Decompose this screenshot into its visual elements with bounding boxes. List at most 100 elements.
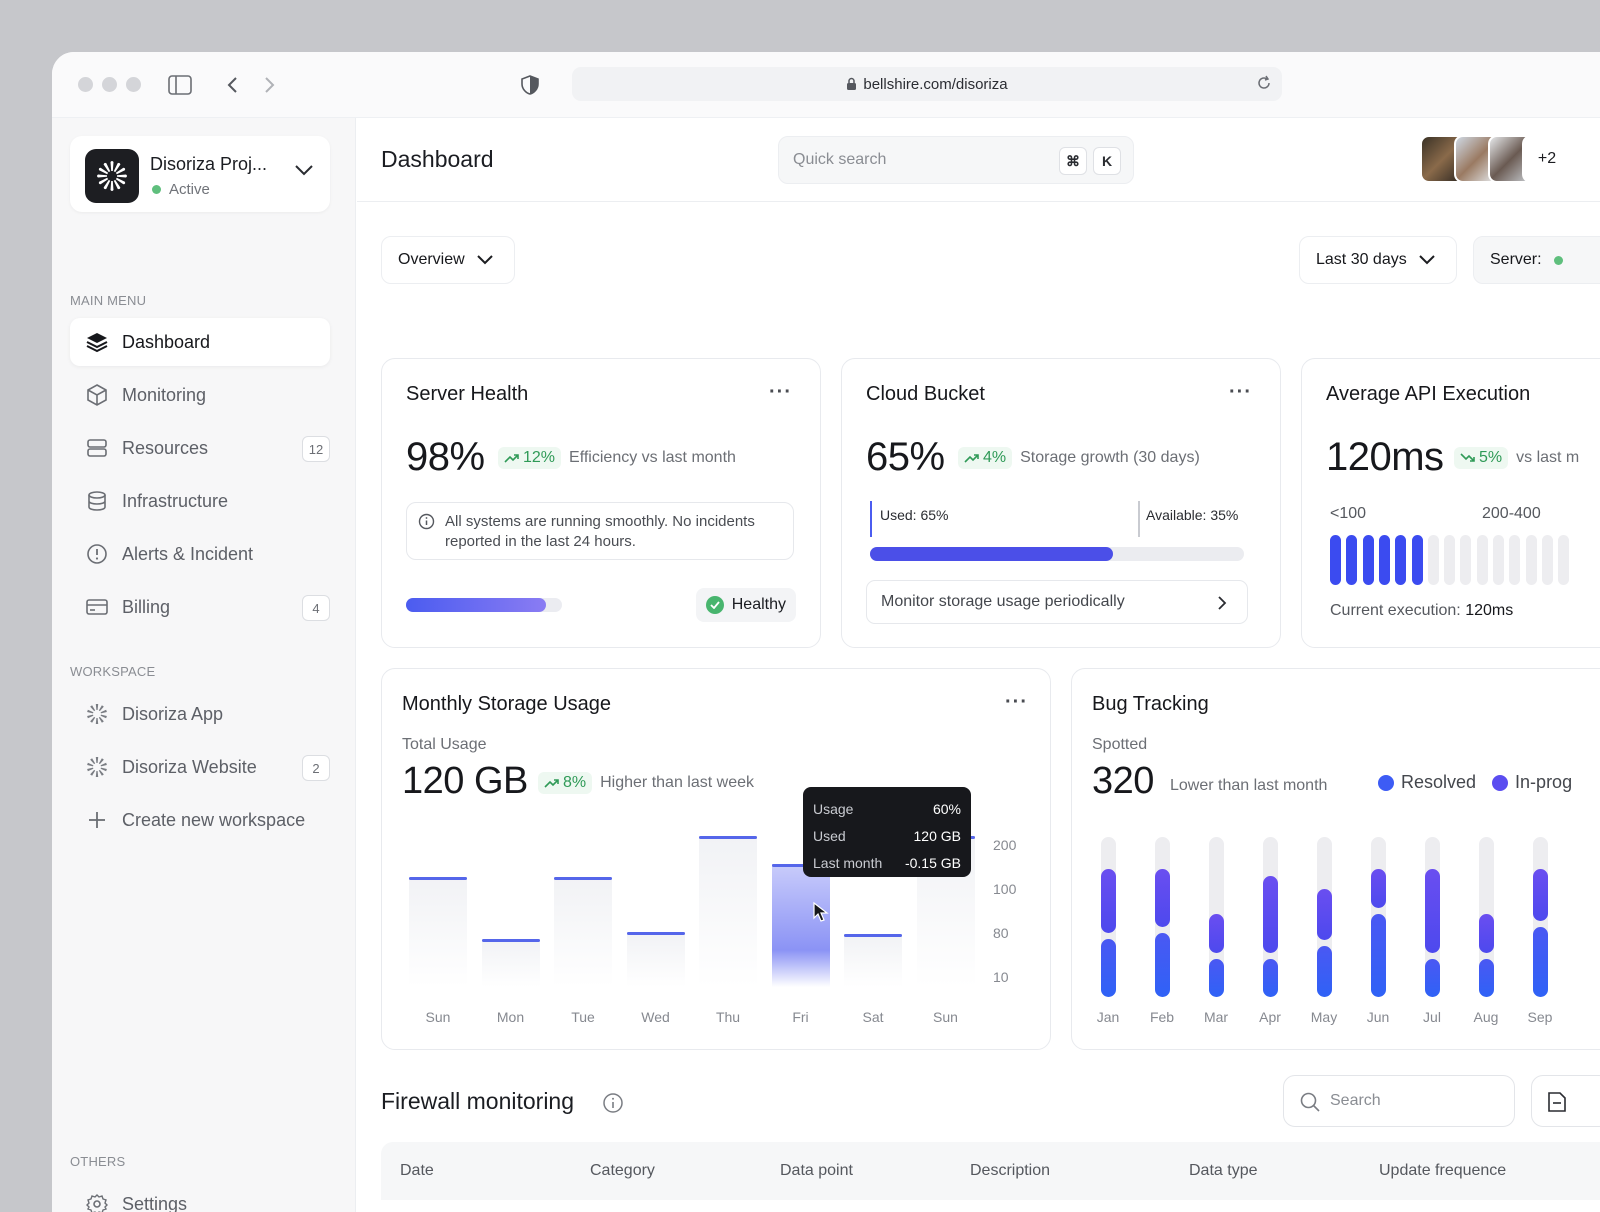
export-button[interactable] bbox=[1531, 1075, 1600, 1127]
bug-bar-in-progress[interactable] bbox=[1155, 869, 1170, 927]
change-text: Lower than last month bbox=[1170, 777, 1327, 795]
execution-tick bbox=[1558, 535, 1569, 585]
bug-bar-in-progress[interactable] bbox=[1371, 869, 1386, 907]
bug-bar-resolved[interactable] bbox=[1263, 959, 1278, 997]
forward-icon[interactable] bbox=[256, 71, 284, 99]
sidebar-item-alerts[interactable]: Alerts & Incident bbox=[70, 530, 330, 578]
chart-bar[interactable] bbox=[844, 934, 902, 987]
sidebar-item-resources[interactable]: Resources 12 bbox=[70, 424, 330, 472]
search-icon bbox=[1300, 1092, 1320, 1112]
bug-bar-in-progress[interactable] bbox=[1101, 869, 1116, 933]
sidebar-item-disoriza-app[interactable]: Disoriza App bbox=[70, 690, 330, 738]
k-key-hint: K bbox=[1093, 147, 1121, 175]
x-tick-label: Mon bbox=[497, 1009, 524, 1025]
column-header[interactable]: Data point bbox=[780, 1162, 853, 1180]
more-options-icon[interactable]: ··· bbox=[769, 381, 792, 404]
bug-bar-in-progress[interactable] bbox=[1317, 889, 1332, 940]
metric-value: 65% bbox=[866, 435, 945, 480]
column-header[interactable]: Data type bbox=[1189, 1162, 1257, 1180]
browser-toolbar: bellshire.com/disoriza bbox=[52, 52, 1600, 118]
sidebar-item-dashboard[interactable]: Dashboard bbox=[70, 318, 330, 366]
y-tick-label: 200 bbox=[993, 837, 1016, 853]
trend-up-icon bbox=[504, 452, 520, 464]
range-low-label: <100 bbox=[1330, 505, 1366, 523]
legend-label: In-prog bbox=[1515, 772, 1572, 793]
bug-bar-resolved[interactable] bbox=[1155, 933, 1170, 997]
bug-bar-resolved[interactable] bbox=[1425, 959, 1440, 997]
sidebar-item-label: Disoriza App bbox=[122, 704, 223, 725]
bug-bar-in-progress[interactable] bbox=[1533, 869, 1548, 920]
bug-bar-resolved[interactable] bbox=[1371, 914, 1386, 997]
window-controls[interactable] bbox=[78, 77, 141, 92]
change-text: vs last m bbox=[1516, 449, 1579, 467]
execution-tick bbox=[1542, 535, 1553, 585]
column-header[interactable]: Description bbox=[970, 1162, 1050, 1180]
column-header[interactable]: Category bbox=[590, 1162, 655, 1180]
chevron-down-icon bbox=[1419, 255, 1435, 265]
chart-bar[interactable] bbox=[699, 836, 757, 987]
bug-bar-in-progress[interactable] bbox=[1479, 914, 1494, 952]
burst-logo-icon bbox=[86, 756, 108, 778]
chart-bar[interactable] bbox=[554, 877, 612, 987]
bug-bar-resolved[interactable] bbox=[1101, 939, 1116, 997]
chart-bar[interactable] bbox=[482, 939, 540, 987]
x-tick-label: Tue bbox=[571, 1009, 595, 1025]
sidebar-item-settings[interactable]: Settings bbox=[70, 1180, 330, 1212]
used-marker bbox=[870, 501, 872, 537]
server-dropdown[interactable]: Server: bbox=[1473, 236, 1600, 284]
bug-bar-in-progress[interactable] bbox=[1425, 869, 1440, 952]
sidebar-item-label: Create new workspace bbox=[122, 810, 305, 831]
more-options-icon[interactable]: ··· bbox=[1005, 691, 1028, 714]
column-header[interactable]: Date bbox=[400, 1162, 434, 1180]
plus-icon bbox=[86, 809, 108, 831]
back-icon[interactable] bbox=[218, 71, 246, 99]
bug-bar-resolved[interactable] bbox=[1533, 927, 1548, 997]
change-value: 12% bbox=[523, 449, 555, 467]
reload-icon[interactable] bbox=[1256, 75, 1272, 91]
bug-bar-in-progress[interactable] bbox=[1209, 914, 1224, 952]
chevron-down-icon[interactable] bbox=[294, 164, 314, 176]
bug-bar-resolved[interactable] bbox=[1479, 959, 1494, 997]
x-tick-label: Sat bbox=[862, 1009, 883, 1025]
sidebar-item-disoriza-website[interactable]: Disoriza Website 2 bbox=[70, 743, 330, 791]
card-title: Server Health bbox=[406, 383, 528, 406]
more-avatars-count[interactable]: +2 bbox=[1522, 135, 1572, 183]
firewall-table-header: Date Category Data point Description Dat… bbox=[381, 1142, 1600, 1200]
sidebar-item-label: Billing bbox=[122, 597, 170, 618]
monitor-storage-link[interactable]: Monitor storage usage periodically bbox=[866, 580, 1248, 624]
address-bar[interactable]: bellshire.com/disoriza bbox=[572, 67, 1282, 101]
bug-bar-resolved[interactable] bbox=[1209, 959, 1224, 997]
main-content: Dashboard Quick search ⌘ K +2 Overview L… bbox=[357, 118, 1600, 1212]
legend-item-in-progress: In-prog bbox=[1492, 772, 1572, 793]
lock-icon bbox=[846, 77, 857, 91]
sidebar-item-billing[interactable]: Billing 4 bbox=[70, 583, 330, 631]
more-options-icon[interactable]: ··· bbox=[1229, 381, 1252, 404]
execution-tick bbox=[1379, 535, 1390, 585]
tooltip-row: Last month-0.15 GB bbox=[813, 849, 961, 876]
shield-icon[interactable] bbox=[516, 71, 544, 99]
view-dropdown[interactable]: Overview bbox=[381, 236, 515, 284]
execution-tick bbox=[1477, 535, 1488, 585]
date-range-dropdown[interactable]: Last 30 days bbox=[1299, 236, 1457, 284]
sidebar-item-monitoring[interactable]: Monitoring bbox=[70, 371, 330, 419]
execution-tick bbox=[1428, 535, 1439, 585]
sidebar-toggle-icon[interactable] bbox=[166, 71, 194, 99]
date-range-label: Last 30 days bbox=[1316, 251, 1407, 269]
x-tick-label: Sun bbox=[933, 1009, 958, 1025]
bug-bar-resolved[interactable] bbox=[1317, 946, 1332, 997]
tooltip-key: Last month bbox=[813, 855, 882, 871]
create-workspace-button[interactable]: Create new workspace bbox=[70, 796, 330, 844]
project-switcher[interactable]: Disoriza Proj... Active bbox=[70, 136, 330, 212]
avatar-group[interactable]: +2 bbox=[1420, 135, 1560, 183]
firewall-search-input[interactable]: Search bbox=[1283, 1075, 1515, 1127]
quick-search-input[interactable]: Quick search ⌘ K bbox=[778, 136, 1134, 184]
chart-bar[interactable] bbox=[627, 932, 685, 987]
health-progress-bar bbox=[406, 598, 562, 612]
column-header[interactable]: Update frequence bbox=[1379, 1162, 1506, 1180]
others-heading: OTHERS bbox=[70, 1154, 125, 1169]
chart-bar[interactable] bbox=[409, 877, 467, 987]
bug-bar-in-progress[interactable] bbox=[1263, 876, 1278, 953]
chart-bar[interactable] bbox=[772, 864, 830, 987]
sidebar-item-infrastructure[interactable]: Infrastructure bbox=[70, 477, 330, 525]
info-icon[interactable] bbox=[602, 1092, 624, 1114]
